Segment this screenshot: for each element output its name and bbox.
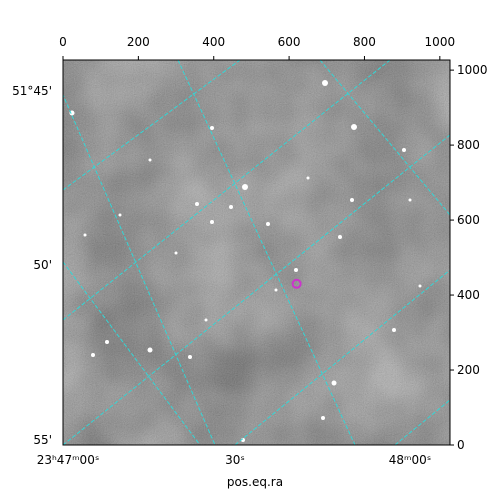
x-tick-label: 800: [353, 35, 376, 49]
x-tick-label: 400: [202, 35, 225, 49]
world-y-label: 51°45': [12, 84, 52, 98]
world-x-label: 23ʰ47ᵐ00ˢ: [37, 453, 100, 467]
y-tick-label: 1000: [457, 63, 488, 77]
world-y-label: 55': [33, 433, 52, 447]
x-tick-label: 200: [127, 35, 150, 49]
x-tick-label: 600: [278, 35, 301, 49]
world-x-label: 30ˢ: [225, 453, 245, 467]
sky-image: [63, 60, 450, 445]
axes-frame: [62, 59, 451, 446]
world-x-label: 48ᵐ00ˢ: [389, 453, 432, 467]
world-y-label: 50': [33, 258, 52, 272]
y-tick-label: 800: [457, 138, 480, 152]
y-tick-label: 0: [457, 438, 465, 452]
x-tick-label: 0: [59, 35, 67, 49]
coordinate-grid: [63, 60, 450, 445]
marker: [291, 278, 302, 289]
y-tick-label: 400: [457, 288, 480, 302]
y-tick-label: 600: [457, 213, 480, 227]
x-axis-label: pos.eq.ra: [227, 475, 283, 489]
y-tick-label: 200: [457, 363, 480, 377]
x-tick-label: 1000: [425, 35, 456, 49]
